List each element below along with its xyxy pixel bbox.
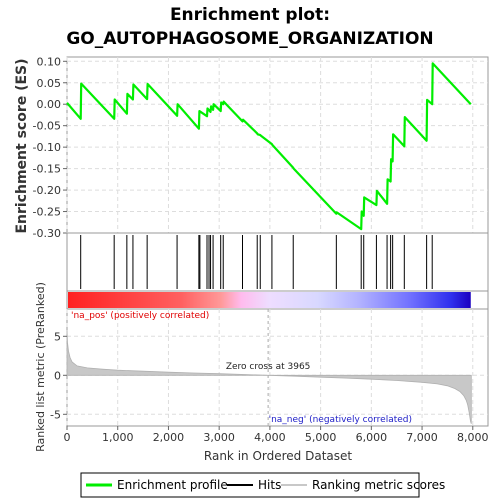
rank-panel-frame	[66, 308, 489, 427]
es-ytick-label: -0.20	[33, 184, 61, 197]
x-tick-label: 4,000	[254, 431, 286, 444]
es-ytick-label: 0.00	[37, 98, 62, 111]
rank-panel: 50-5 Ranked list metric (PreRanked) 'na_…	[34, 282, 489, 452]
es-panel-frame	[66, 56, 489, 234]
es-ytick-label: -0.10	[33, 141, 61, 154]
es-ytick-label: 0.10	[37, 55, 62, 68]
pos-correlated-label: 'na_pos' (positively correlated)	[71, 311, 209, 321]
x-tick-label: 3,000	[203, 431, 235, 444]
rank-ylabel: Ranked list metric (PreRanked)	[34, 282, 47, 452]
x-tick-label: 1,000	[102, 431, 134, 444]
legend-ranking-label: Ranking metric scores	[312, 478, 445, 492]
legend-hits-label: Hits	[258, 478, 281, 492]
es-ytick-label: -0.30	[33, 227, 61, 240]
legend: Enrichment profile Hits Ranking metric s…	[80, 472, 445, 498]
hits-panel	[66, 232, 489, 292]
chart-title-line2: GO_AUTOPHAGOSOME_ORGANIZATION	[66, 29, 433, 49]
x-tick-label: 0	[64, 431, 71, 444]
x-tick-label: 6,000	[356, 431, 388, 444]
x-tick-label: 8,000	[457, 431, 489, 444]
x-tick-label: 7,000	[406, 431, 438, 444]
chart-title-line1: Enrichment plot:	[170, 5, 330, 25]
x-tick-label: 2,000	[153, 431, 185, 444]
rank-heatmap-bar	[68, 292, 471, 308]
es-ytick-label: 0.05	[37, 77, 62, 90]
rank-ytick-label: -5	[50, 408, 61, 421]
es-panel: 0.10 0.05 0.00 -0.05 -0.10 -0.15 -0.20 -0.25 -0.…	[14, 55, 489, 240]
rank-ytick-label: 0	[54, 369, 61, 382]
neg-correlated-label: 'na_neg' (negatively correlated)	[269, 415, 412, 425]
heat-panel	[66, 290, 489, 310]
es-ytick-label: -0.05	[33, 120, 61, 133]
zero-cross-label: Zero cross at 3965	[226, 362, 311, 372]
legend-enrichment-label: Enrichment profile	[117, 478, 228, 492]
es-ylabel: Enrichment score (ES)	[14, 58, 30, 233]
es-ytick-label: -0.25	[33, 206, 61, 219]
enrichment-profile-line	[66, 62, 472, 231]
rank-ytick-label: 5	[54, 330, 61, 343]
ranking-metric-area	[66, 330, 472, 424]
hits-panel-frame	[66, 232, 489, 292]
x-axis-label: Rank in Ordered Dataset	[204, 449, 352, 463]
x-tick-label: 5,000	[305, 431, 337, 444]
es-ytick-label: -0.15	[33, 163, 61, 176]
